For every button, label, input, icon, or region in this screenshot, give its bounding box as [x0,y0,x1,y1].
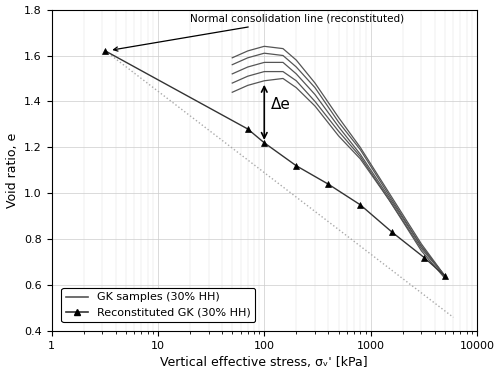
X-axis label: Vertical effective stress, σᵥ' [kPa]: Vertical effective stress, σᵥ' [kPa] [160,357,368,369]
Y-axis label: Void ratio, e: Void ratio, e [6,133,18,208]
Text: Normal consolidation line (reconstituted): Normal consolidation line (reconstituted… [114,14,404,51]
Legend: GK samples (30% HH), Reconstituted GK (30% HH): GK samples (30% HH), Reconstituted GK (3… [62,288,255,322]
Text: Δe: Δe [270,98,290,112]
